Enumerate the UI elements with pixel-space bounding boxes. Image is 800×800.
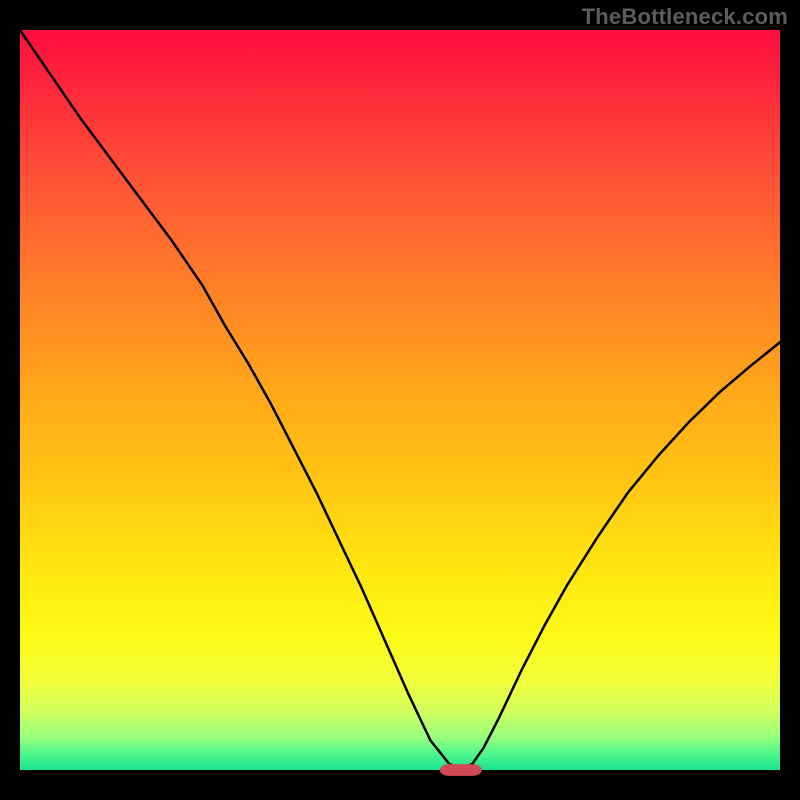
- bottleneck-chart: [0, 0, 800, 800]
- chart-root: TheBottleneck.com: [0, 0, 800, 800]
- plot-background-gradient: [20, 30, 780, 770]
- minimum-marker: [440, 764, 482, 776]
